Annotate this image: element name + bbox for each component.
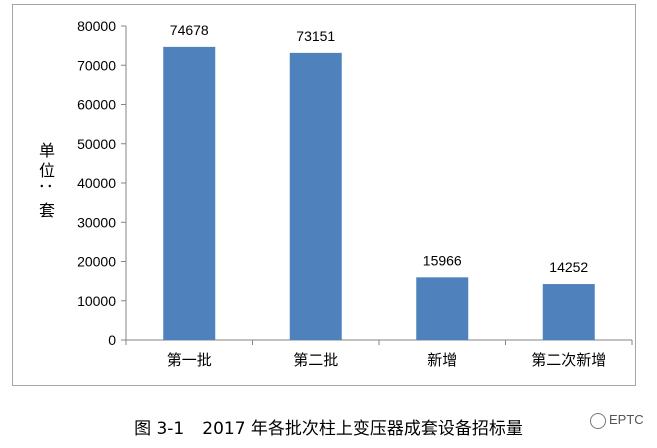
data-label: 14252 <box>549 259 588 275</box>
y-tick-label: 10000 <box>77 293 116 309</box>
y-tick-label: 20000 <box>77 254 116 270</box>
y-tick-label: 50000 <box>77 136 116 152</box>
figure-caption: 图 3-1 2017 年各批次柱上变压器成套设备招标量 <box>0 414 657 439</box>
y-axis-title-char: 单 <box>39 141 55 160</box>
y-tick-label: 80000 <box>77 18 116 34</box>
watermark: EPTC <box>590 412 644 429</box>
data-label: 15966 <box>423 252 462 268</box>
bar <box>163 46 216 340</box>
x-tick-label: 第一批 <box>167 351 212 369</box>
bar <box>416 277 469 340</box>
y-tick-label: 30000 <box>77 214 116 230</box>
x-tick-label: 第二次新增 <box>531 351 606 369</box>
y-tick-label: 40000 <box>77 175 116 191</box>
bar <box>542 284 595 340</box>
data-label: 73151 <box>296 28 335 44</box>
y-axis-title-char: 位 <box>39 161 55 180</box>
x-tick-label: 第二批 <box>293 351 338 369</box>
data-label: 74678 <box>170 22 209 38</box>
y-tick-label: 70000 <box>77 57 116 73</box>
watermark-logo-icon <box>590 412 606 429</box>
figure-number: 图 3-1 <box>134 419 185 439</box>
watermark-text: EPTC <box>609 412 644 427</box>
bar <box>289 52 342 340</box>
y-tick-label: 0 <box>108 332 116 348</box>
x-tick-label: 新增 <box>427 351 457 369</box>
y-tick-label: 60000 <box>77 97 116 113</box>
y-axis-title-char: 套 <box>39 201 55 220</box>
figure-title: 2017 年各批次柱上变压器成套设备招标量 <box>202 419 523 439</box>
y-axis-title-char: ： <box>37 182 56 198</box>
